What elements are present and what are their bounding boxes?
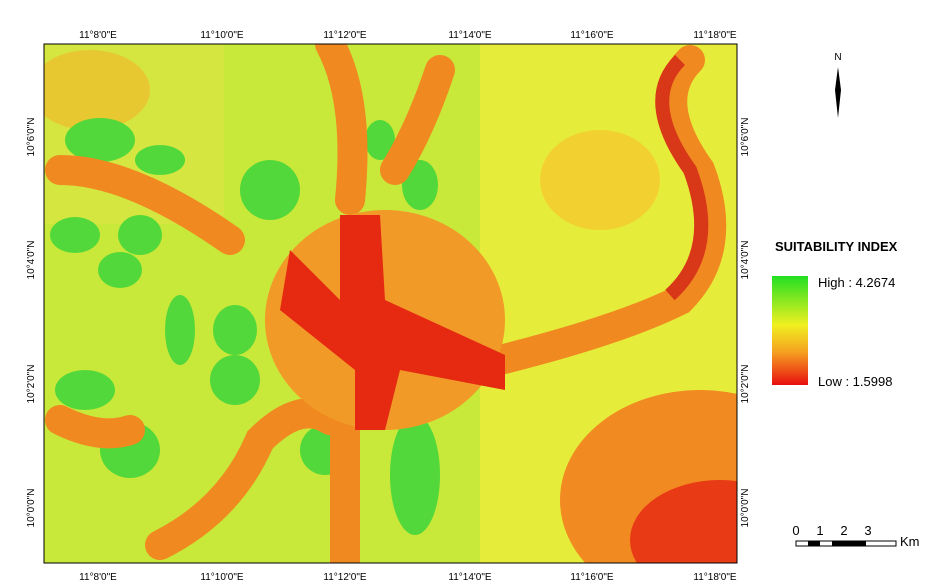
top-coordinate-label: 11°12'0"E xyxy=(323,30,367,41)
left-coordinate-label: 10°0'0"N xyxy=(26,489,37,528)
scale-tick-label: 1 xyxy=(816,523,823,538)
scale-unit: Km xyxy=(900,534,920,549)
bottom-coordinate-label: 11°12'0"E xyxy=(323,572,367,583)
bottom-coordinate-label: 11°10'0"E xyxy=(200,572,244,583)
top-coordinate-label: 11°8'0"E xyxy=(79,30,117,41)
north-label: N xyxy=(834,52,841,63)
legend-high: High : 4.2674 xyxy=(818,275,895,290)
bottom-coordinate-label: 11°16'0"E xyxy=(570,572,614,583)
right-coordinate-label: 10°6'0"N xyxy=(740,118,751,157)
top-coordinate-label: 11°18'0"E xyxy=(693,30,737,41)
top-coordinate-label: 11°14'0"E xyxy=(448,30,492,41)
scale-tick-label: 3 xyxy=(864,523,871,538)
bottom-coordinate-label: 11°8'0"E xyxy=(79,572,117,583)
right-coordinate-label: 10°0'0"N xyxy=(740,489,751,528)
left-coordinate-label: 10°2'0"N xyxy=(26,365,37,404)
right-coordinate-label: 10°2'0"N xyxy=(740,365,751,404)
map-figure: N SUITABILITY INDEX High : 4.2674 Low : … xyxy=(0,0,931,587)
scale-bar xyxy=(796,541,896,546)
bottom-coordinate-label: 11°18'0"E xyxy=(693,572,737,583)
right-coordinate-label: 10°4'0"N xyxy=(740,241,751,280)
scale-tick-label: 0 xyxy=(792,523,799,538)
top-coordinate-label: 11°10'0"E xyxy=(200,30,244,41)
scale-tick-label: 2 xyxy=(840,523,847,538)
bottom-coordinate-label: 11°14'0"E xyxy=(448,572,492,583)
top-coordinate-label: 11°16'0"E xyxy=(570,30,614,41)
suitability-map xyxy=(30,44,840,587)
left-coordinate-label: 10°4'0"N xyxy=(26,241,37,280)
left-coordinate-label: 10°6'0"N xyxy=(26,118,37,157)
legend-title: SUITABILITY INDEX xyxy=(775,239,898,254)
legend-gradient xyxy=(772,276,808,385)
legend-low: Low : 1.5998 xyxy=(818,374,892,389)
